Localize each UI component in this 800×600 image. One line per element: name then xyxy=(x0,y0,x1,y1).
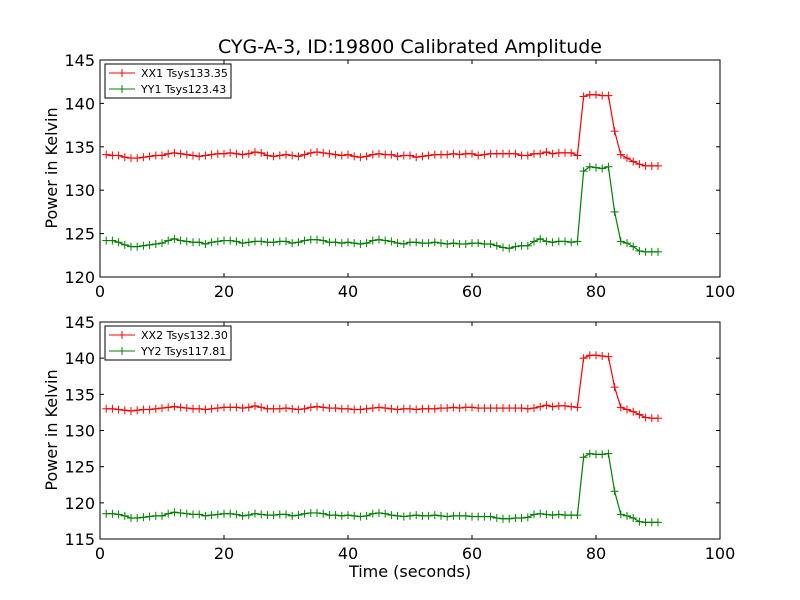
top-subplot: CYG-A-3, ID:19800 Calibrated Amplitude P… xyxy=(42,36,735,301)
bottom-legend: XX2 Tsys132.30 YY2 Tsys117.81 xyxy=(104,325,232,361)
bottom-x-tick-label: 80 xyxy=(586,544,606,563)
top-y-tick-label: 120 xyxy=(64,268,95,287)
top-y-tick-label: 140 xyxy=(64,94,95,113)
y-axis-label: Power in Kelvin xyxy=(42,107,61,228)
top-x-tick-label: 100 xyxy=(705,282,736,301)
x-axis-label: Time (seconds) xyxy=(348,562,471,581)
y-axis-label: Power in Kelvin xyxy=(42,369,61,490)
top-y-tick-label: 125 xyxy=(64,225,95,244)
bottom-y-tick-label: 115 xyxy=(64,530,95,549)
bottom-y-tick-label: 125 xyxy=(64,458,95,477)
bottom-x-tick-label: 20 xyxy=(214,544,234,563)
bottom-y-tick-label: 145 xyxy=(64,313,95,332)
top-legend-box xyxy=(104,63,232,99)
bottom-series-lines xyxy=(102,351,662,527)
top-axis-ticks: 0 20 40 60 80 100 120 125 130 135 140 145 xyxy=(64,51,735,301)
bottom-y-tick-label: 120 xyxy=(64,494,95,513)
top-y-tick-label: 145 xyxy=(64,51,95,70)
top-x-tick-label: 20 xyxy=(214,282,234,301)
top-x-tick-label: 80 xyxy=(586,282,606,301)
top-legend: XX1 Tsys133.35 YY1 Tsys123.43 xyxy=(104,63,232,99)
top-y-tick-label: 130 xyxy=(64,181,95,200)
bottom-series-yy-line xyxy=(106,452,658,523)
bottom-y-tick-label: 140 xyxy=(64,349,95,368)
top-y-tick-label: 135 xyxy=(64,138,95,157)
legend-label-xx1: XX1 Tsys133.35 xyxy=(141,67,228,80)
legend-label-xx2: XX2 Tsys132.30 xyxy=(141,329,228,342)
bottom-x-tick-label: 40 xyxy=(338,544,358,563)
bottom-y-tick-label: 135 xyxy=(64,385,95,404)
bottom-x-tick-label: 0 xyxy=(95,544,105,563)
chart-title: CYG-A-3, ID:19800 Calibrated Amplitude xyxy=(218,36,602,58)
bottom-series-xx-line xyxy=(106,354,658,419)
top-x-tick-label: 40 xyxy=(338,282,358,301)
bottom-subplot: Power in Kelvin Time (seconds) 0 20 40 60 80… xyxy=(42,313,735,581)
legend-label-yy2: YY2 Tsys117.81 xyxy=(140,345,226,358)
bottom-x-tick-label: 100 xyxy=(705,544,736,563)
bottom-legend-box xyxy=(104,325,232,361)
top-axes-frame xyxy=(99,59,721,278)
top-x-tick-label: 0 xyxy=(95,282,105,301)
top-series-yy-line xyxy=(106,165,658,253)
bottom-x-tick-label: 60 xyxy=(462,544,482,563)
bottom-y-tick-label: 130 xyxy=(64,422,95,441)
bottom-axes-frame xyxy=(99,321,721,540)
legend-label-yy1: YY1 Tsys123.43 xyxy=(140,83,226,96)
top-x-tick-label: 60 xyxy=(462,282,482,301)
top-series-lines xyxy=(102,90,662,256)
